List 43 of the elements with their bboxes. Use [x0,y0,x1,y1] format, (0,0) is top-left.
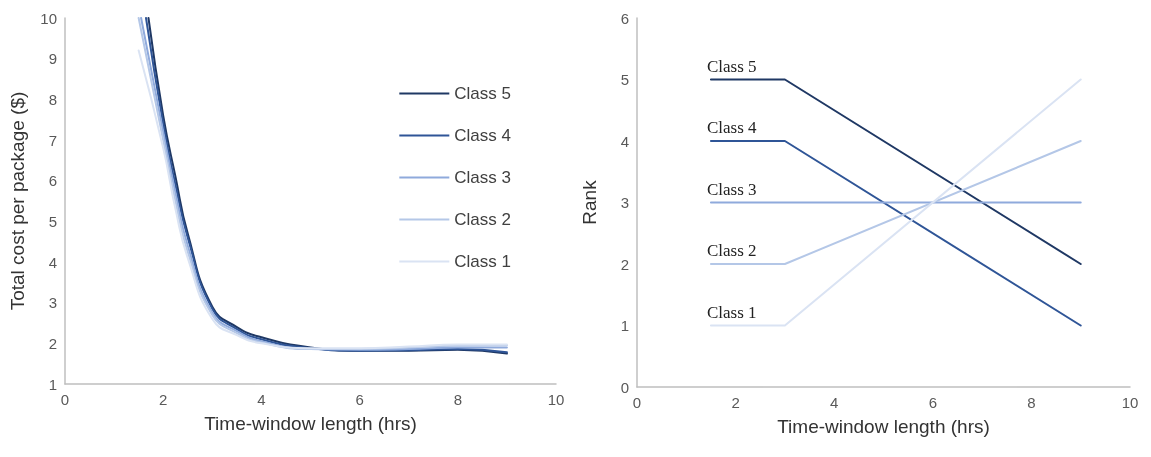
x-tick-label: 6 [928,394,937,411]
x-axis-title: Time-window length (hrs) [777,416,990,437]
y-tick-label: 7 [48,131,57,149]
y-tick-label: 5 [620,71,629,88]
x-tick-label: 2 [159,391,168,408]
y-tick-label: 2 [48,334,57,352]
y-tick-label: 4 [48,253,57,271]
legend-label: Class 4 [454,126,511,145]
y-tick-label: 10 [40,9,57,27]
y-tick-label: 2 [620,255,629,273]
x-tick-label: 10 [547,391,565,408]
y-axis-title: Rank [579,179,600,225]
x-tick-label: 2 [731,394,740,411]
x-tick-label: 0 [60,391,70,408]
x-tick-label: 8 [1027,394,1036,411]
x-tick-label: 0 [632,394,642,411]
y-tick-label: 6 [620,9,629,27]
series-label: Class 1 [706,302,757,322]
series-label: Class 5 [706,56,757,76]
y-tick-label: 3 [620,194,629,211]
x-tick-label: 4 [257,391,266,408]
y-tick-label: 1 [48,375,57,393]
y-tick-label: 4 [620,132,629,150]
y-tick-label: 1 [620,317,629,334]
y-tick-label: 8 [48,90,57,108]
x-tick-label: 4 [830,394,839,411]
y-tick-label: 6 [48,172,57,190]
x-axis-title: Time-window length (hrs) [204,413,417,434]
y-tick-label: 3 [48,294,57,312]
series-label: Class 3 [706,179,757,199]
x-tick-label: 6 [355,391,364,408]
series-label: Class 2 [706,241,757,260]
series-label: Class 4 [706,118,758,137]
legend-label: Class 3 [454,168,511,187]
y-tick-label: 5 [48,212,57,230]
y-tick-label: 0 [620,378,629,396]
legend-label: Class 5 [454,84,511,103]
legend-label: Class 1 [454,252,511,271]
y-tick-label: 9 [48,50,57,68]
x-tick-label: 10 [1121,394,1139,411]
y-axis-title: Total cost per package ($) [7,91,28,311]
x-tick-label: 8 [453,391,462,408]
legend-label: Class 2 [454,210,511,229]
